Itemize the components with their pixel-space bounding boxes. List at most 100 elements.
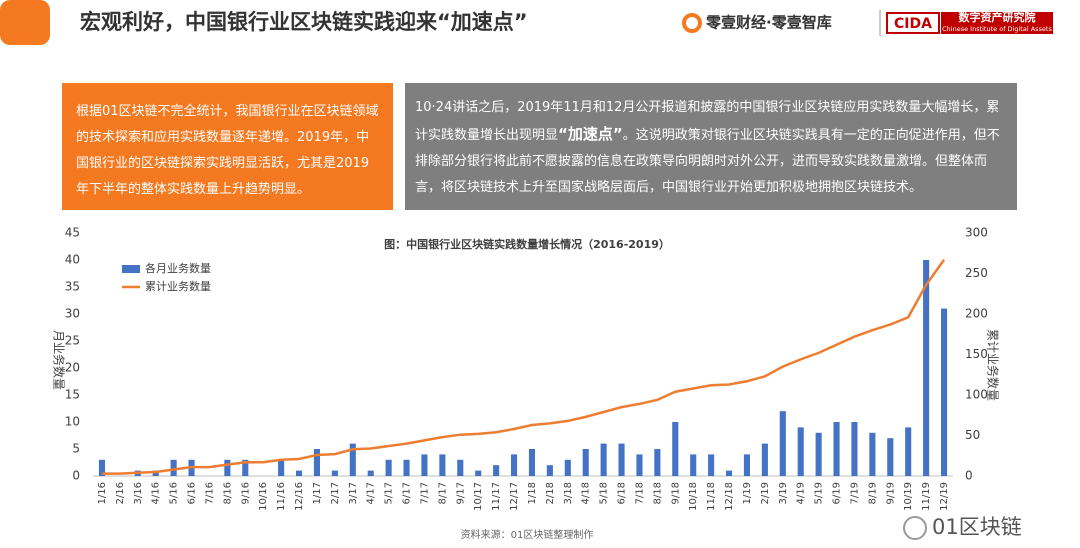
header-accent <box>0 0 50 45</box>
y-tick-label: 40 <box>65 253 80 267</box>
x-tick-label: 11/17 <box>491 482 502 511</box>
y2-tick-label: 300 <box>965 226 988 240</box>
x-tick-label: 8/18 <box>652 482 663 504</box>
org-name: 数字资产研究院 <box>959 10 1036 24</box>
x-tick-label: 3/17 <box>348 482 359 504</box>
x-tick-label: 2/17 <box>330 482 341 504</box>
x-tick-label: 7/19 <box>849 482 860 504</box>
x-tick-label: 2/19 <box>760 482 771 504</box>
bar <box>242 459 249 476</box>
analysis-text: 10·24讲话之后，2019年11月和12月公开报道和披露的中国银行业区块链应用… <box>415 100 1000 143</box>
bar <box>421 454 428 476</box>
x-tick-label: 9/19 <box>885 482 896 504</box>
x-tick-label: 3/19 <box>778 482 789 504</box>
bar <box>295 470 303 476</box>
bar <box>940 308 948 476</box>
line <box>101 259 946 475</box>
bar <box>743 454 751 476</box>
bar <box>636 454 643 476</box>
bar <box>815 432 822 476</box>
bar <box>170 459 177 476</box>
bar <box>905 427 912 476</box>
x-tick-label: 8/16 <box>222 482 233 504</box>
x-tick-label: 10/19 <box>903 482 914 511</box>
x-tick-label: 5/16 <box>169 482 180 504</box>
bar <box>797 427 804 476</box>
x-tick-label: 3/18 <box>563 482 574 504</box>
y-tick-label: 5 <box>72 442 80 456</box>
x-tick-label: 9/18 <box>670 482 681 504</box>
legend-label: 累计业务数量 <box>145 280 211 293</box>
x-tick-label: 6/18 <box>617 482 628 504</box>
y2-tick-label: 150 <box>965 347 988 361</box>
source: 资料来源：01区块链整理制作 <box>461 528 594 541</box>
x-tick-label: 11/19 <box>921 482 932 511</box>
x-tick-label: 4/19 <box>796 482 807 504</box>
x-tick-label: 9/16 <box>240 482 251 504</box>
y-tick-label: 30 <box>65 307 80 321</box>
x-tick-label: 1/17 <box>312 482 323 504</box>
x-tick-label: 6/19 <box>832 482 843 504</box>
bar <box>725 470 733 476</box>
x-tick-label: 5/18 <box>599 482 610 504</box>
slide-title: 宏观利好，中国银行业区块链实践迎来“加速点” <box>80 10 528 34</box>
watermark-icon <box>903 516 927 540</box>
bar <box>493 465 500 476</box>
x-tick-label: 7/16 <box>204 482 215 504</box>
bar <box>224 459 231 476</box>
bar <box>690 454 697 476</box>
y-tick-label: 20 <box>65 361 80 375</box>
y2-axis-label: 累计业务数量 <box>986 329 1001 401</box>
y2-tick-label: 200 <box>965 307 988 321</box>
bar <box>152 470 159 476</box>
logo-icon <box>682 13 702 33</box>
x-tick-label: 7/18 <box>634 482 645 504</box>
bar <box>278 459 285 476</box>
bar <box>546 465 553 476</box>
org-abbr: CIDA <box>894 16 932 32</box>
x-tick-label: 7/17 <box>419 482 430 504</box>
bar <box>475 470 482 476</box>
x-tick-label: 5/17 <box>384 482 395 504</box>
summary-box: 根据01区块链不完全统计，我国银行业在区块链领域的技术探索和应用实践数量逐年递增… <box>62 83 393 210</box>
bar <box>403 459 410 476</box>
bar <box>600 443 607 476</box>
x-tick-label: 1/19 <box>742 482 753 504</box>
x-tick-label: 1/16 <box>97 482 108 504</box>
y-tick-label: 45 <box>65 226 80 240</box>
bar <box>367 470 374 476</box>
x-tick-label: 10/18 <box>688 482 699 511</box>
summary-text: 根据01区块链不完全统计，我国银行业在区块链领域的技术探索和应用实践数量逐年递增… <box>76 104 379 197</box>
bar <box>98 459 106 476</box>
bar <box>887 438 894 476</box>
x-tick-label: 12/18 <box>724 482 735 511</box>
analysis-text: 。这说明政策对银行业区块链实践具有一定的正向促进作用，但不排除部分银行将此前不愿… <box>415 128 1000 195</box>
org-name-bg <box>941 12 1053 34</box>
bar <box>654 449 661 476</box>
bar <box>510 454 518 476</box>
y-axis-label: 月业务数量 <box>52 330 67 390</box>
bar <box>331 470 338 476</box>
y2-tick-label: 50 <box>965 428 980 442</box>
chart-title: 图：中国银行业区块链实践数量增长情况（2016-2019） <box>384 237 670 251</box>
y-tick-label: 35 <box>65 280 80 294</box>
bar <box>439 454 446 476</box>
logo-text: 零壹财经·零壹智库 <box>705 14 832 32</box>
analysis-box: 10·24讲话之后，2019年11月和12月公开报道和披露的中国银行业区块链应用… <box>405 83 1017 210</box>
bar <box>313 449 321 476</box>
x-tick-label: 12/17 <box>509 482 520 511</box>
bar <box>761 443 768 476</box>
x-tick-label: 6/16 <box>187 482 198 504</box>
bar <box>457 459 464 476</box>
y-tick-label: 25 <box>65 334 80 348</box>
y-tick-label: 0 <box>72 469 80 483</box>
x-tick-label: 5/19 <box>814 482 825 504</box>
bar <box>869 432 876 476</box>
bar <box>618 443 625 476</box>
x-tick-label: 4/16 <box>151 482 162 504</box>
bar <box>672 422 679 476</box>
legend-label: 各月业务数量 <box>145 261 211 275</box>
bar <box>851 422 858 476</box>
